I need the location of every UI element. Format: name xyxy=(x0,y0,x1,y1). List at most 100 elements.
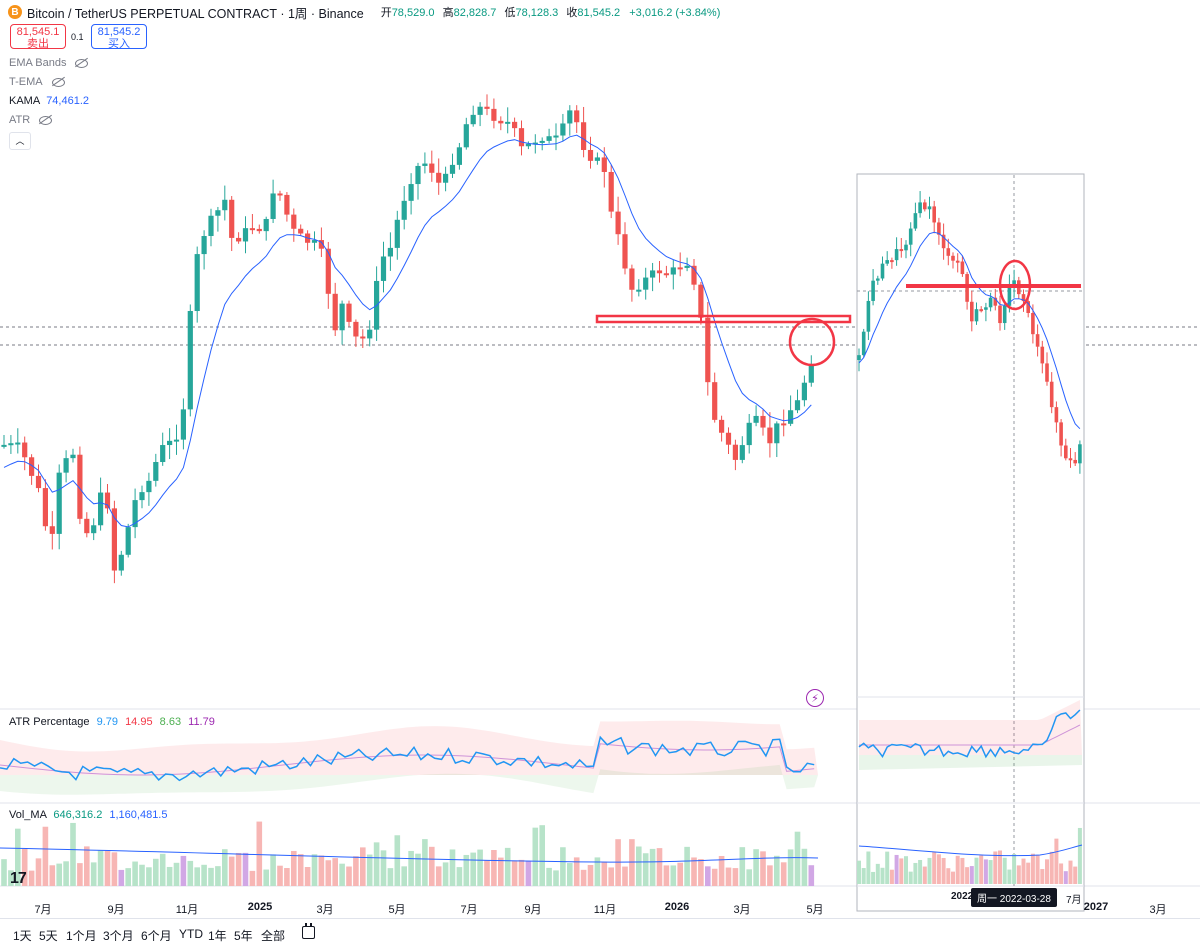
volume-pane-plot xyxy=(0,821,819,886)
volume-bar xyxy=(573,857,580,886)
x-axis-label: 3月 xyxy=(316,904,334,916)
volume-bar xyxy=(484,860,490,886)
indicator-ema-bands[interactable]: EMA Bands xyxy=(9,57,89,69)
volume-bar xyxy=(256,821,263,886)
indicator-kama[interactable]: KAMA 74,461.2 xyxy=(9,95,89,107)
inset-volume-bar xyxy=(936,854,941,884)
inset-volume-ma-line xyxy=(858,844,1083,857)
volume-bar xyxy=(235,852,242,886)
x-axis-label: 3月 xyxy=(1149,904,1167,916)
candle-body xyxy=(505,121,511,124)
candle-body xyxy=(242,228,249,242)
inset-volume-plot xyxy=(857,827,1083,884)
atr-pane-label: ATR Percentage xyxy=(9,716,90,728)
volume-bar xyxy=(215,866,221,886)
candle-body xyxy=(518,128,525,147)
volume-bar xyxy=(208,867,214,886)
inset-candle-body xyxy=(908,228,913,245)
vol-pane-legend[interactable]: Vol_MA 646,316.2 1,160,481.5 xyxy=(9,809,168,821)
timeframe-all[interactable]: 全部 xyxy=(261,929,286,943)
timeframe-1m[interactable]: 1个月 xyxy=(66,929,97,943)
symbol-header[interactable]: B Bitcoin / TetherUS PERPETUAL CONTRACT … xyxy=(8,3,720,21)
timeframe-5d[interactable]: 5天 xyxy=(39,929,58,943)
close-value: 81,545.2 xyxy=(577,7,621,19)
buy-price: 81,545.2 xyxy=(97,26,141,38)
volume-bar xyxy=(801,848,808,886)
candle-body xyxy=(139,492,145,501)
x-axis-label: 2025 xyxy=(247,901,273,913)
volume-ma-line xyxy=(0,847,819,863)
candle-body xyxy=(63,458,69,473)
atr-line xyxy=(0,735,815,782)
inset-candle-body xyxy=(1040,346,1045,364)
candle-body xyxy=(684,265,690,268)
inset-volume-bar xyxy=(1021,858,1026,884)
volume-bar xyxy=(63,861,69,886)
inset-candle-body xyxy=(918,202,922,214)
volume-bar xyxy=(539,825,545,886)
volume-bar xyxy=(277,865,283,886)
timeframe-3m[interactable]: 3个月 xyxy=(103,929,134,943)
chart-canvas[interactable] xyxy=(0,0,1200,918)
inset-volume-bar xyxy=(1030,853,1035,884)
date-range-calendar-icon[interactable] xyxy=(302,923,315,939)
candle-body xyxy=(808,365,814,383)
inset-candle-body xyxy=(1073,459,1077,464)
volume-bar xyxy=(77,863,83,886)
hidden-eye-icon[interactable] xyxy=(38,115,53,125)
volume-bar xyxy=(180,855,187,886)
candle-body xyxy=(443,173,449,183)
candle-body xyxy=(512,121,518,129)
kama-line xyxy=(3,134,812,528)
symbol-title[interactable]: Bitcoin / TetherUS PERPETUAL CONTRACT · … xyxy=(27,6,364,21)
volume-bar xyxy=(49,865,56,886)
candle-body xyxy=(484,106,490,109)
candle-body xyxy=(56,472,62,534)
indicator-t-ema[interactable]: T-EMA xyxy=(9,76,65,88)
inset-volume-bar xyxy=(988,860,993,884)
inset-volume-bar xyxy=(857,860,861,884)
inset-x-label: 2022 xyxy=(951,891,974,902)
candle-body xyxy=(132,500,138,528)
inset-candle-body xyxy=(1021,294,1026,302)
candle-body xyxy=(8,443,14,446)
atr-lower-band xyxy=(0,764,818,795)
tradingview-logo: 17 xyxy=(10,870,27,887)
indicator-atr[interactable]: ATR xyxy=(9,114,53,126)
timeframe-5y[interactable]: 5年 xyxy=(234,929,253,943)
timeframe-1y[interactable]: 1年 xyxy=(208,929,227,943)
volume-bar xyxy=(70,822,76,886)
sell-button[interactable]: 81,545.1 卖出 xyxy=(10,24,66,50)
volume-bar xyxy=(353,856,359,886)
inset-candles xyxy=(857,191,1082,474)
candle-body xyxy=(719,419,725,433)
volume-bar xyxy=(580,869,587,886)
inset-volume-bar xyxy=(965,867,970,884)
inset-volume-bar xyxy=(951,871,955,884)
atr-pane-legend[interactable]: ATR Percentage 9.79 14.95 8.63 11.79 xyxy=(9,716,215,728)
volume-bar xyxy=(498,857,504,886)
volume-bar xyxy=(84,846,90,886)
volume-bar xyxy=(670,865,677,886)
high-value: 82,828.7 xyxy=(453,7,497,19)
inset-candle-body xyxy=(951,255,955,261)
buy-button[interactable]: 81,545.2 买入 xyxy=(91,24,147,50)
inset-volume-bar xyxy=(871,871,876,884)
candle-body xyxy=(291,214,297,229)
timeframe-ytd[interactable]: YTD xyxy=(179,927,203,941)
candle-body xyxy=(656,270,663,274)
timeframe-6m[interactable]: 6个月 xyxy=(141,929,172,943)
volume-bar xyxy=(28,870,35,886)
inset-volume-bar xyxy=(861,868,866,884)
atr-value-3: 8.63 xyxy=(159,716,182,728)
volume-bar xyxy=(553,870,559,886)
lightning-icon[interactable]: ⚡ xyxy=(806,689,824,707)
timeframe-1d[interactable]: 1天 xyxy=(13,929,32,943)
inset-atr-lower-band xyxy=(859,755,1082,770)
hidden-eye-icon[interactable] xyxy=(74,58,89,68)
collapse-indicators-button[interactable]: ︿ xyxy=(9,132,31,150)
candle-body xyxy=(436,172,442,183)
inset-candle-body xyxy=(866,300,871,332)
hidden-eye-icon[interactable] xyxy=(51,77,65,87)
candle-body xyxy=(91,525,97,534)
